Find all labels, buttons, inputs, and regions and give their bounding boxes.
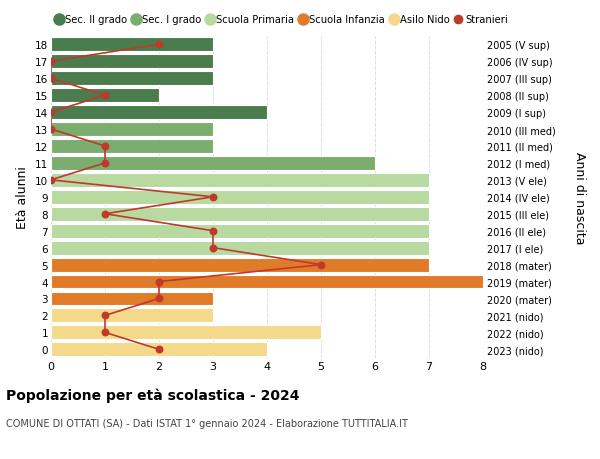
Bar: [51, 38, 213, 52]
Bar: [51, 342, 267, 357]
Bar: [51, 55, 213, 69]
Bar: [51, 72, 213, 86]
Point: [154, 278, 164, 285]
Bar: [51, 275, 483, 289]
Bar: [51, 106, 267, 120]
Point: [154, 41, 164, 49]
Y-axis label: Anni di nascita: Anni di nascita: [572, 151, 586, 244]
Bar: [51, 140, 213, 154]
Bar: [51, 207, 429, 221]
Bar: [51, 309, 213, 323]
Point: [208, 228, 218, 235]
Text: COMUNE DI OTTATI (SA) - Dati ISTAT 1° gennaio 2024 - Elaborazione TUTTITALIA.IT: COMUNE DI OTTATI (SA) - Dati ISTAT 1° ge…: [6, 418, 408, 428]
Bar: [51, 89, 159, 103]
Point: [46, 177, 56, 184]
Y-axis label: Età alunni: Età alunni: [16, 166, 29, 229]
Point: [100, 143, 110, 150]
Point: [100, 329, 110, 336]
Bar: [51, 292, 213, 306]
Legend: Sec. II grado, Sec. I grado, Scuola Primaria, Scuola Infanzia, Asilo Nido, Stran: Sec. II grado, Sec. I grado, Scuola Prim…: [56, 15, 508, 25]
Text: Popolazione per età scolastica - 2024: Popolazione per età scolastica - 2024: [6, 388, 299, 403]
Point: [46, 75, 56, 83]
Bar: [51, 157, 375, 170]
Point: [154, 295, 164, 302]
Point: [208, 194, 218, 201]
Point: [316, 261, 326, 269]
Bar: [51, 190, 429, 204]
Bar: [51, 258, 429, 272]
Bar: [51, 224, 429, 238]
Point: [46, 126, 56, 134]
Point: [100, 312, 110, 319]
Bar: [51, 123, 213, 137]
Point: [208, 245, 218, 252]
Bar: [51, 241, 429, 255]
Point: [100, 92, 110, 100]
Point: [46, 58, 56, 66]
Point: [154, 346, 164, 353]
Point: [100, 160, 110, 167]
Bar: [51, 174, 429, 187]
Point: [46, 109, 56, 117]
Bar: [51, 326, 321, 340]
Point: [100, 211, 110, 218]
